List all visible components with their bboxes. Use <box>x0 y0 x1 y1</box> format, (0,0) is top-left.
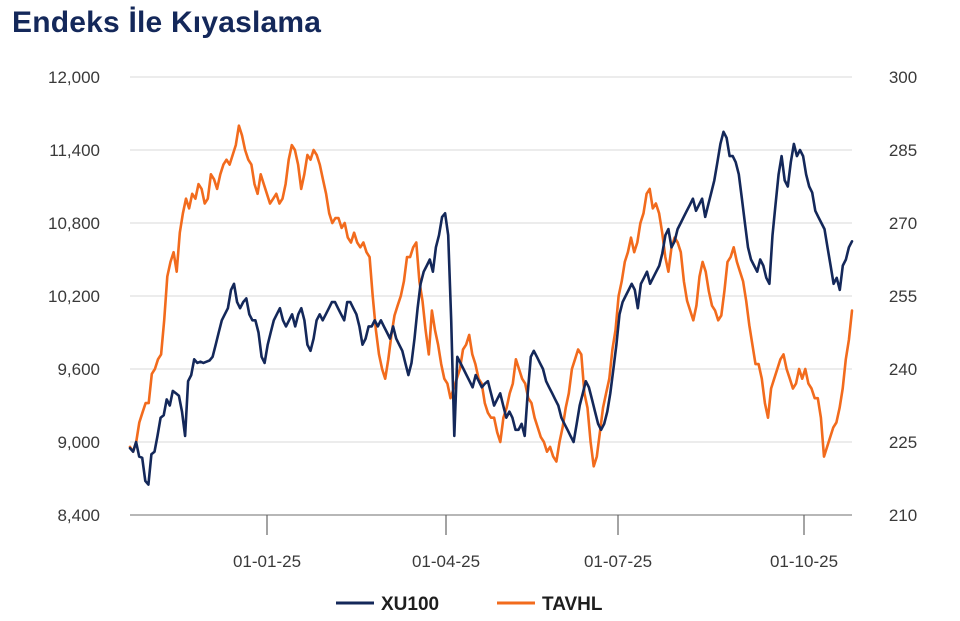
legend-label-xu100: XU100 <box>381 594 439 615</box>
x-tick-label: 01-04-25 <box>412 552 480 571</box>
left-tick-label: 11,400 <box>49 141 100 160</box>
series-lines <box>128 124 854 486</box>
right-tick-label: 285 <box>889 141 917 160</box>
series-line-xu100 <box>128 130 854 486</box>
left-tick-label: 12,000 <box>48 68 100 87</box>
legend-label-tavhl: TAVHL <box>542 594 603 615</box>
left-tick-label: 8,400 <box>57 506 100 525</box>
legend: XU100 TAVHL <box>336 594 603 615</box>
right-tick-label: 210 <box>889 506 917 525</box>
right-tick-label: 240 <box>889 360 917 379</box>
left-tick-label: 10,200 <box>48 287 100 306</box>
left-axis-ticks: 8,400 9,000 9,600 10,200 10,800 11,400 12,000 <box>48 68 100 525</box>
right-axis-ticks: 210 225 240 255 270 285 300 <box>889 68 917 525</box>
left-tick-label: 9,600 <box>57 360 100 379</box>
right-tick-label: 270 <box>889 214 917 233</box>
x-tick-label: 01-01-25 <box>233 552 301 571</box>
x-tick-label: 01-10-25 <box>770 552 838 571</box>
series-line-tavhl <box>128 124 854 468</box>
grid-lines <box>130 76 852 443</box>
page-title: Endeks İle Kıyaslama <box>12 6 322 39</box>
x-axis: 01-01-25 01-04-25 01-07-25 01-10-25 <box>130 514 852 571</box>
left-tick-label: 10,800 <box>48 214 100 233</box>
x-tick-label: 01-07-25 <box>584 552 652 571</box>
right-tick-label: 225 <box>889 433 917 452</box>
left-tick-label: 9,000 <box>57 433 100 452</box>
right-tick-label: 300 <box>889 68 917 87</box>
right-tick-label: 255 <box>889 287 917 306</box>
